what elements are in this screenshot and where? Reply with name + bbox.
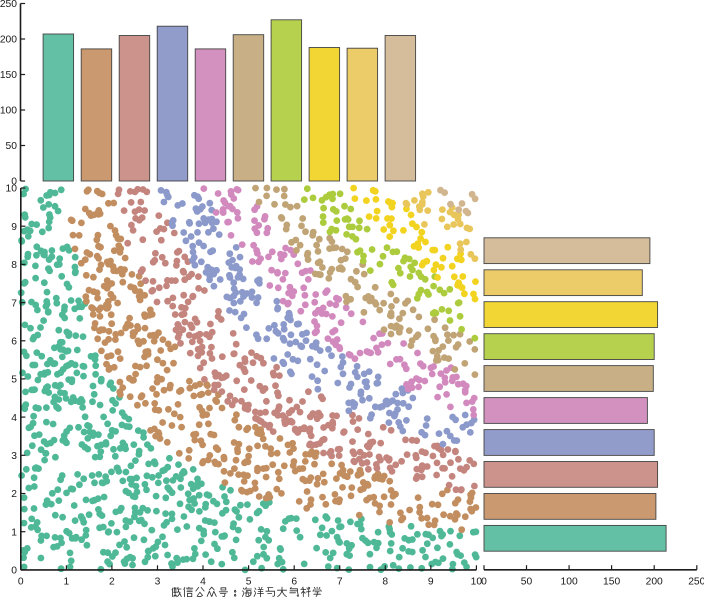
svg-text:250: 250	[0, 0, 17, 10]
svg-text:10: 10	[6, 184, 18, 195]
svg-text:6: 6	[291, 576, 297, 587]
svg-text:100: 100	[0, 106, 17, 117]
svg-text:7: 7	[11, 298, 17, 309]
svg-text:9: 9	[11, 222, 17, 233]
svg-text:0: 0	[481, 576, 487, 587]
svg-text:1: 1	[64, 576, 70, 587]
svg-text:2: 2	[11, 489, 17, 500]
svg-text:200: 200	[646, 576, 663, 587]
svg-text:4: 4	[11, 413, 17, 424]
svg-text:150: 150	[0, 70, 17, 81]
svg-text:100: 100	[561, 576, 578, 587]
svg-text:0: 0	[11, 177, 17, 188]
svg-text:5: 5	[11, 375, 17, 386]
svg-text:150: 150	[603, 576, 620, 587]
svg-text:5: 5	[246, 576, 252, 587]
svg-text:50: 50	[6, 141, 18, 152]
svg-text:50: 50	[521, 576, 533, 587]
svg-text:8: 8	[382, 576, 388, 587]
svg-text:0: 0	[18, 576, 24, 587]
svg-text:8: 8	[11, 260, 17, 271]
svg-text:1: 1	[11, 527, 17, 538]
svg-text:10: 10	[471, 576, 483, 587]
svg-text:3: 3	[155, 576, 161, 587]
svg-text:250: 250	[688, 576, 704, 587]
svg-text:6: 6	[11, 337, 17, 348]
svg-text:3: 3	[11, 451, 17, 462]
svg-text:7: 7	[337, 576, 343, 587]
svg-text:200: 200	[0, 35, 17, 46]
svg-text:0: 0	[11, 566, 17, 577]
svg-text:9: 9	[428, 576, 434, 587]
svg-text:4: 4	[200, 576, 206, 587]
svg-text:2: 2	[109, 576, 115, 587]
